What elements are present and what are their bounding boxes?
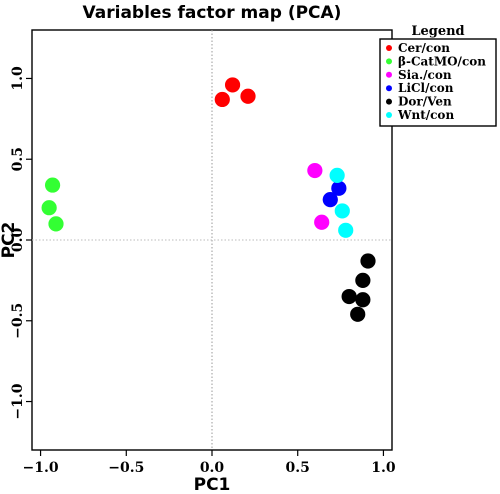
y-axis: −1.0 −0.5 0.0 0.5 1.0 [10,66,32,420]
x-tick-label: 0.5 [286,460,310,476]
data-point [240,88,256,104]
y-tick-label: −1.0 [10,383,26,419]
legend-label: β-CatMO/con [398,54,486,68]
legend-marker [386,85,392,92]
chart-title: Variables factor map (PCA) [83,3,342,23]
legend-marker [386,71,392,78]
data-point [355,292,371,308]
legend-marker [386,45,392,51]
legend: Legend Cer/conβ-CatMO/conSia./conLiCl/co… [379,24,497,127]
y-tick-label: 0.0 [10,228,26,253]
data-point [355,272,371,288]
legend-label: Dor/Ven [398,95,452,109]
data-point [314,214,330,230]
legend-label: LiCl/con [398,81,454,95]
legend-box [379,38,497,127]
data-point [338,222,354,238]
data-points [41,77,376,322]
legend-label: Sia./con [398,68,452,82]
data-point [341,288,357,305]
x-tick-label: −1.0 [23,460,59,476]
data-point [48,216,64,232]
y-tick-label: 0.5 [10,147,26,171]
legend-marker [386,112,392,118]
x-tick-label: 0.0 [200,460,225,476]
legend-marker [386,58,392,65]
y-axis-label: PC2 [0,222,19,259]
data-point [329,167,345,183]
data-point [331,180,347,196]
data-point [44,177,61,193]
reference-lines [32,30,392,450]
y-tick-label: −0.5 [10,303,26,339]
x-axis: −1.0 −0.5 0.0 0.5 1.0 [23,450,396,476]
data-point [307,162,323,179]
data-point [350,306,366,322]
data-point [322,192,338,208]
x-tick-label: 1.0 [371,460,396,476]
data-point [214,91,230,108]
x-axis-label: PC1 [194,475,231,494]
data-point [334,203,350,219]
data-point [224,77,241,93]
legend-label: Wnt/con [397,108,454,122]
legend-label: Cer/con [398,41,450,55]
y-tick-label: 1.0 [10,66,26,91]
legend-marker [386,98,392,105]
data-point [360,253,376,269]
data-point [41,200,57,216]
legend-title: Legend [411,24,464,39]
x-tick-label: −0.5 [108,460,144,476]
